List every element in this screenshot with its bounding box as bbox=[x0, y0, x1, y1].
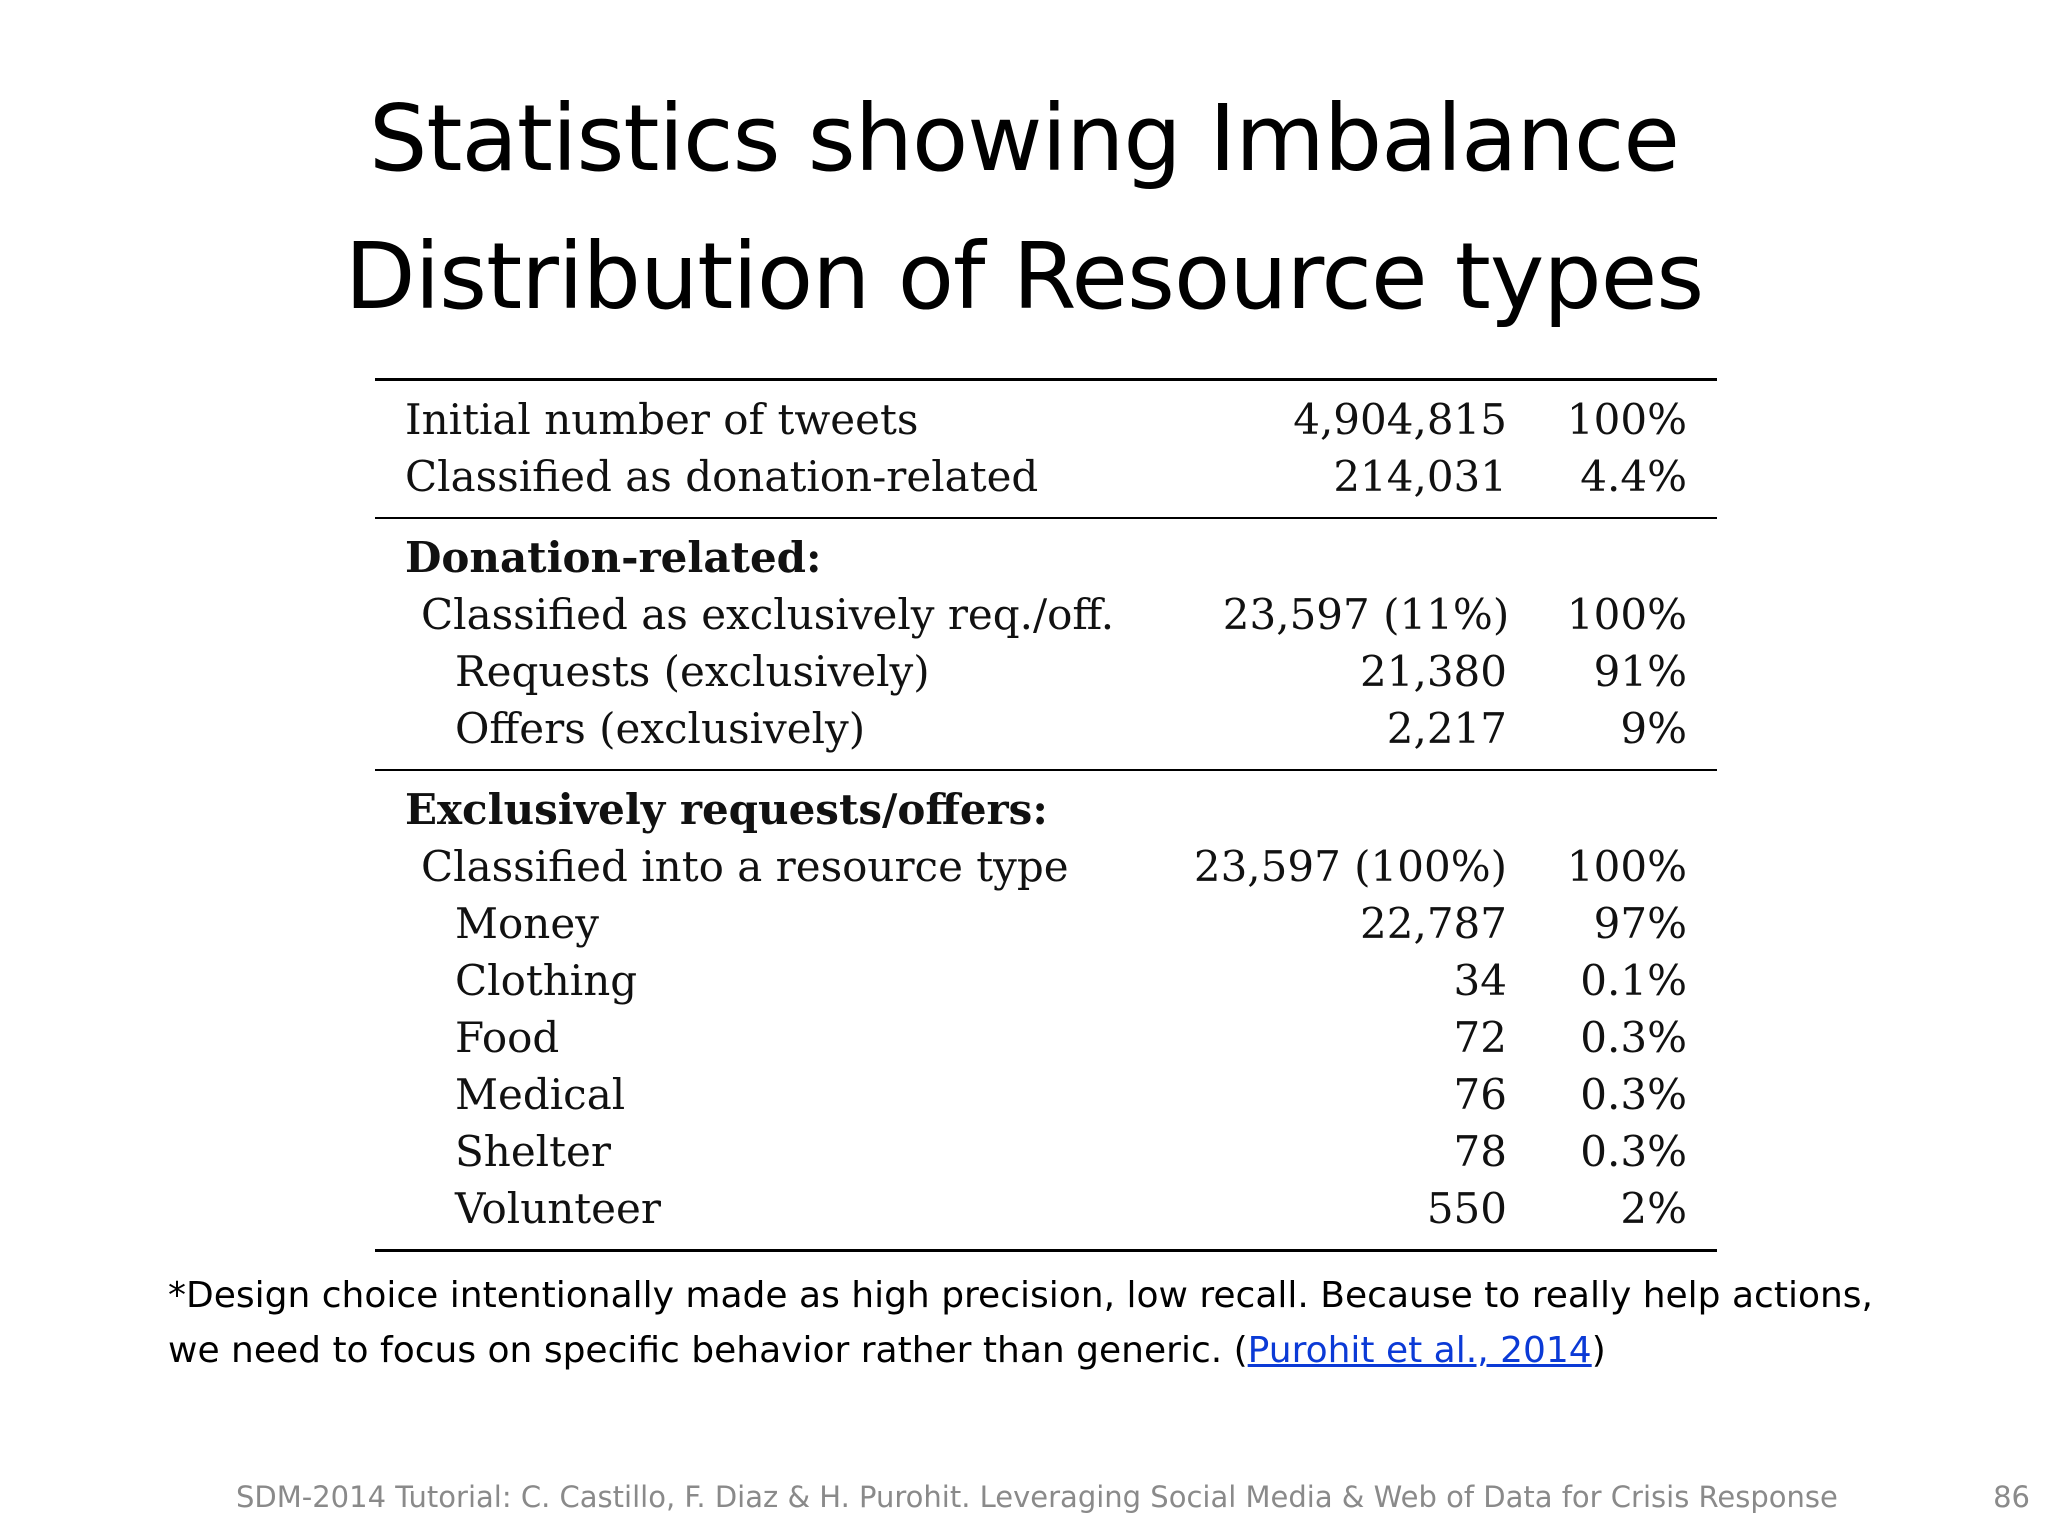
table-row: Medical 76 0.3% bbox=[375, 1066, 1717, 1123]
section-heading: Exclusively requests/offers: bbox=[405, 785, 1048, 834]
footnote-line-2: we need to focus on specific behavior ra… bbox=[168, 1323, 1988, 1378]
row-percent: 100% bbox=[1566, 590, 1687, 639]
row-count: 2,217 bbox=[1386, 704, 1507, 753]
row-percent: 0.3% bbox=[1580, 1127, 1687, 1176]
slide-title-line-1: Statistics showing Imbalance bbox=[368, 85, 1680, 192]
slide-title-line-2: Distribution of Resource types bbox=[344, 223, 1705, 330]
row-count: 21,380 bbox=[1360, 647, 1507, 696]
row-count: 76 bbox=[1453, 1070, 1507, 1119]
section-heading: Donation-related: bbox=[405, 533, 822, 582]
page-number: 86 bbox=[1993, 1480, 2030, 1514]
row-label: Money bbox=[455, 899, 599, 948]
row-percent: 0.1% bbox=[1580, 956, 1687, 1005]
row-label: Classified as exclusively req./off. bbox=[421, 590, 1115, 639]
row-label: Initial number of tweets bbox=[405, 395, 919, 444]
donation-section: Donation-related: Classified as exclusiv… bbox=[375, 519, 1717, 769]
row-count: 72 bbox=[1453, 1013, 1507, 1062]
table-row: Volunteer 550 2% bbox=[375, 1180, 1717, 1237]
exclusive-section: Exclusively requests/offers: Classified … bbox=[375, 771, 1717, 1249]
table-bottom-rule bbox=[375, 1249, 1717, 1252]
table-row: Food 72 0.3% bbox=[375, 1009, 1717, 1066]
row-percent: 97% bbox=[1593, 899, 1687, 948]
row-percent: 2% bbox=[1620, 1184, 1687, 1233]
table-row: Classified into a resource type 23,597 (… bbox=[375, 838, 1717, 895]
row-percent: 100% bbox=[1566, 395, 1687, 444]
table-top-rule bbox=[375, 378, 1717, 381]
row-label: Volunteer bbox=[455, 1184, 661, 1233]
footnote-line-1: *Design choice intentionally made as hig… bbox=[168, 1275, 1873, 1316]
row-count: 23,597 (11%) bbox=[1222, 590, 1510, 639]
table-row: Clothing 34 0.1% bbox=[375, 952, 1717, 1009]
row-label: Classified as donation-related bbox=[405, 452, 1039, 501]
row-count: 4,904,815 bbox=[1293, 395, 1507, 444]
statistics-table: Initial number of tweets 4,904,815 100% … bbox=[375, 378, 1717, 1252]
table-row: Shelter 78 0.3% bbox=[375, 1123, 1717, 1180]
slide-footer: SDM-2014 Tutorial: C. Castillo, F. Diaz … bbox=[0, 1480, 2048, 1520]
table-row: Requests (exclusively) 21,380 91% bbox=[375, 643, 1717, 700]
row-count: 23,597 (100%) bbox=[1193, 842, 1507, 891]
row-percent: 4.4% bbox=[1580, 452, 1687, 501]
row-label: Medical bbox=[455, 1070, 626, 1119]
summary-section: Initial number of tweets 4,904,815 100% … bbox=[375, 381, 1717, 517]
section-heading-row: Donation-related: bbox=[375, 529, 1717, 586]
footer-text: SDM-2014 Tutorial: C. Castillo, F. Diaz … bbox=[236, 1480, 1838, 1514]
row-count: 22,787 bbox=[1360, 899, 1507, 948]
row-count: 550 bbox=[1426, 1184, 1507, 1233]
row-label: Requests (exclusively) bbox=[455, 647, 930, 696]
row-label: Food bbox=[455, 1013, 560, 1062]
citation-link[interactable]: Purohit et al., 2014 bbox=[1247, 1330, 1592, 1371]
section-divider bbox=[375, 517, 1717, 519]
row-label: Classified into a resource type bbox=[421, 842, 1069, 891]
row-label: Offers (exclusively) bbox=[455, 704, 866, 753]
row-percent: 91% bbox=[1593, 647, 1687, 696]
table-row: Classified as donation-related 214,031 4… bbox=[375, 448, 1717, 505]
row-percent: 0.3% bbox=[1580, 1070, 1687, 1119]
row-percent: 100% bbox=[1566, 842, 1687, 891]
row-count: 78 bbox=[1453, 1127, 1507, 1176]
row-count: 214,031 bbox=[1333, 452, 1507, 501]
slide-title: Statistics showing Imbalance Distributio… bbox=[0, 70, 2048, 346]
footnote-line-2-close: ) bbox=[1591, 1330, 1606, 1371]
footnote: *Design choice intentionally made as hig… bbox=[168, 1268, 1988, 1378]
table-row: Offers (exclusively) 2,217 9% bbox=[375, 700, 1717, 757]
row-count: 34 bbox=[1453, 956, 1507, 1005]
table-row: Money 22,787 97% bbox=[375, 895, 1717, 952]
row-percent: 0.3% bbox=[1580, 1013, 1687, 1062]
section-heading-row: Exclusively requests/offers: bbox=[375, 781, 1717, 838]
row-label: Shelter bbox=[455, 1127, 611, 1176]
table-row: Classified as exclusively req./off. 23,5… bbox=[375, 586, 1717, 643]
footnote-line-2-text: we need to focus on specific behavior ra… bbox=[168, 1330, 1248, 1371]
table-row: Initial number of tweets 4,904,815 100% bbox=[375, 391, 1717, 448]
section-divider bbox=[375, 769, 1717, 771]
row-label: Clothing bbox=[455, 956, 638, 1005]
row-percent: 9% bbox=[1620, 704, 1687, 753]
